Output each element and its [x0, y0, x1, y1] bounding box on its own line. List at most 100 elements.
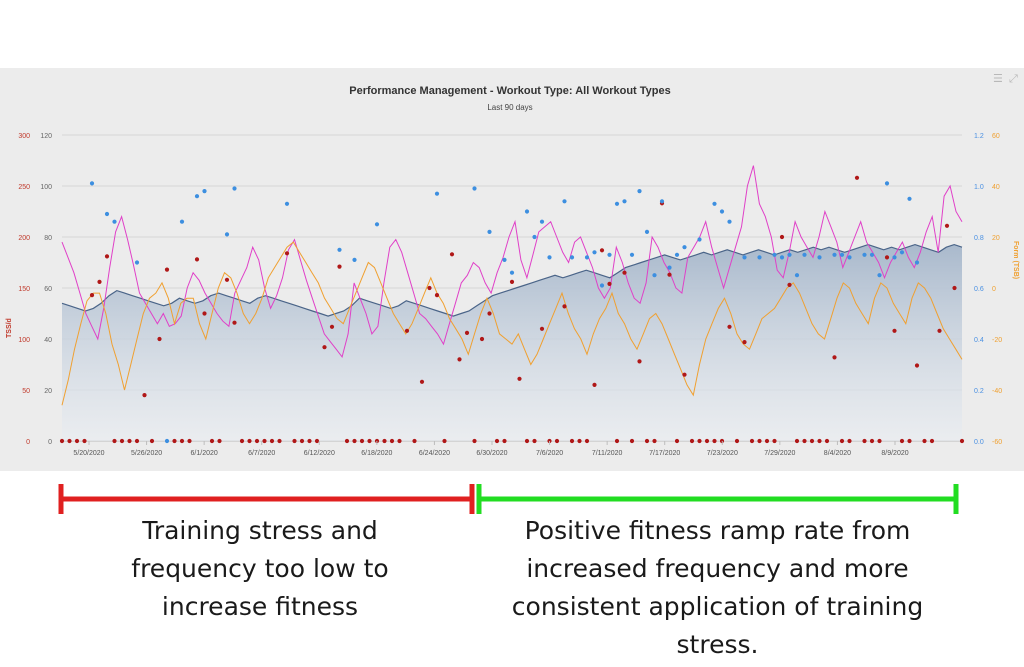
if-point: [712, 201, 717, 206]
if-point: [622, 199, 627, 204]
tss-point: [82, 438, 87, 444]
tss-point: [524, 438, 530, 444]
tss-point: [839, 438, 845, 444]
if-point: [524, 209, 530, 214]
x-tick-label: 8/4/2020: [824, 450, 851, 457]
tss-point: [442, 438, 447, 444]
tss-point: [772, 438, 777, 444]
ctl-tick-label: 40: [44, 337, 52, 344]
if-point: [434, 191, 440, 196]
fitness-ctl-area: [62, 244, 962, 441]
if-point: [134, 260, 140, 265]
if-point: [727, 219, 732, 224]
point-layer: [59, 175, 965, 444]
tss-point: [727, 324, 732, 329]
tss-point: [824, 438, 830, 444]
tss-point: [892, 328, 897, 333]
expand-icon[interactable]: ⤢: [1009, 72, 1018, 85]
form-tick-label: -20: [992, 337, 1002, 344]
tss-point: [344, 438, 350, 444]
tss-point: [622, 270, 627, 275]
if-point: [164, 438, 170, 444]
if-point: [817, 255, 822, 260]
if-point: [547, 255, 552, 260]
tss-point: [217, 438, 222, 444]
if-point: [584, 255, 590, 260]
fitness-area-layer: [61, 243, 963, 441]
tss-point: [419, 379, 425, 384]
tss-point: [187, 438, 192, 444]
tss-point: [299, 438, 305, 444]
performance-chart: 3002502001501005001201008060402001.21.00…: [6, 85, 1019, 457]
if-point: [532, 234, 537, 240]
if-point: [104, 211, 110, 217]
if-point: [487, 229, 492, 234]
tss-point: [397, 438, 402, 444]
tss-point: [704, 438, 710, 444]
if-point: [877, 273, 882, 278]
tss-point: [487, 311, 492, 316]
tss-point: [539, 326, 545, 331]
form-tick-label: -60: [992, 439, 1002, 446]
if-point: [659, 199, 665, 204]
chart-title: Performance Management - Workout Type: A…: [349, 85, 671, 97]
if-point: [697, 237, 702, 242]
if-point: [202, 189, 207, 194]
tss-point: [292, 438, 297, 444]
x-tick-label: 6/18/2020: [361, 450, 392, 457]
tss-point: [629, 438, 635, 444]
if-point: [592, 250, 597, 255]
tss-point: [914, 363, 920, 368]
tss-point: [862, 438, 867, 444]
if-point: [502, 257, 507, 262]
tss-point: [532, 438, 537, 444]
tss-point: [742, 340, 747, 345]
tss-tick-label: 0: [26, 439, 30, 446]
if-tick-label: 0.4: [974, 337, 984, 344]
if-point: [719, 209, 725, 214]
chart-subtitle: Last 90 days: [487, 103, 532, 112]
if-point: [742, 255, 747, 260]
tss-point: [637, 359, 642, 364]
if-tick-label: 1.0: [974, 184, 984, 191]
tss-point: [787, 282, 792, 287]
tss-point: [809, 438, 815, 444]
if-point: [794, 273, 800, 278]
tss-point: [239, 438, 245, 444]
if-point: [637, 189, 642, 194]
tss-point: [329, 324, 335, 329]
if-point: [862, 252, 867, 257]
if-point: [832, 252, 837, 257]
tss-point: [157, 336, 162, 342]
if-point: [224, 232, 230, 237]
x-tick-label: 5/20/2020: [73, 450, 104, 457]
if-point: [89, 181, 95, 186]
phase-brackets: [58, 484, 959, 514]
hamburger-menu-icon[interactable]: ☰: [993, 72, 1003, 85]
tss-point: [202, 311, 207, 316]
tss-point: [412, 438, 417, 444]
tss-point: [307, 438, 312, 444]
tss-point: [682, 372, 687, 377]
if-point: [914, 260, 920, 265]
x-tick-label: 7/17/2020: [649, 450, 680, 457]
tss-point: [427, 285, 432, 291]
tss-point: [262, 438, 267, 444]
tss-point: [322, 345, 327, 350]
tss-point: [254, 438, 260, 444]
tss-point: [112, 438, 117, 444]
if-point: [869, 252, 875, 257]
tss-point: [194, 257, 200, 262]
x-tick-label: 6/7/2020: [248, 450, 275, 457]
x-tick-label: 8/9/2020: [881, 450, 908, 457]
tss-point: [389, 438, 395, 444]
if-point: [779, 255, 785, 260]
tss-point: [644, 438, 650, 444]
tss-point: [712, 438, 717, 444]
if-point: [899, 250, 905, 255]
chart-panel: 300 250 200 150 100 50 0 120 100 80 60 40 20 0 1.2 1.0 0…: [0, 68, 1024, 471]
ctl-tick-label: 0: [48, 439, 52, 446]
if-point: [667, 265, 672, 270]
tss-point: [847, 438, 852, 444]
if-point: [569, 255, 575, 260]
